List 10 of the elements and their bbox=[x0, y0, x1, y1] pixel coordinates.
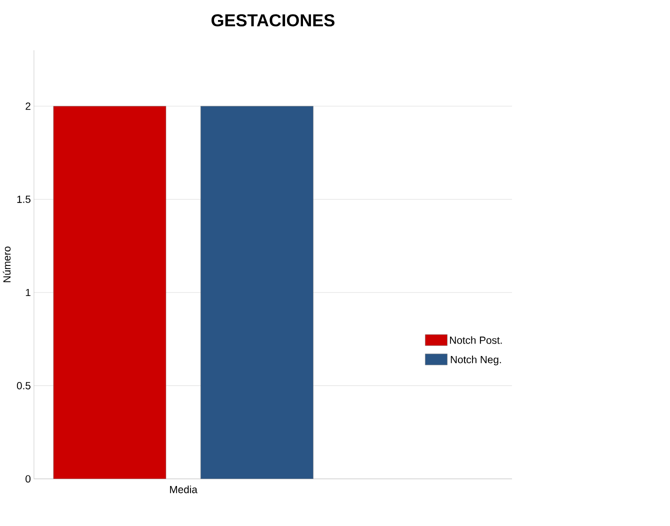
chart-title: GESTACIONES bbox=[212, 14, 334, 27]
y-axis-title: Número bbox=[2, 246, 11, 282]
y-tick-label: 1.5 bbox=[17, 196, 30, 204]
y-tick-label: 0.5 bbox=[16, 382, 30, 390]
legend-label: Notch Neg. bbox=[450, 356, 501, 366]
x-tick-label: Media bbox=[170, 486, 198, 494]
y-tick-label: 0 bbox=[26, 475, 31, 483]
y-tick-label: 2 bbox=[26, 102, 30, 110]
y-tick-label: 1 bbox=[26, 289, 30, 296]
legend-label: Notch Post. bbox=[450, 336, 502, 344]
